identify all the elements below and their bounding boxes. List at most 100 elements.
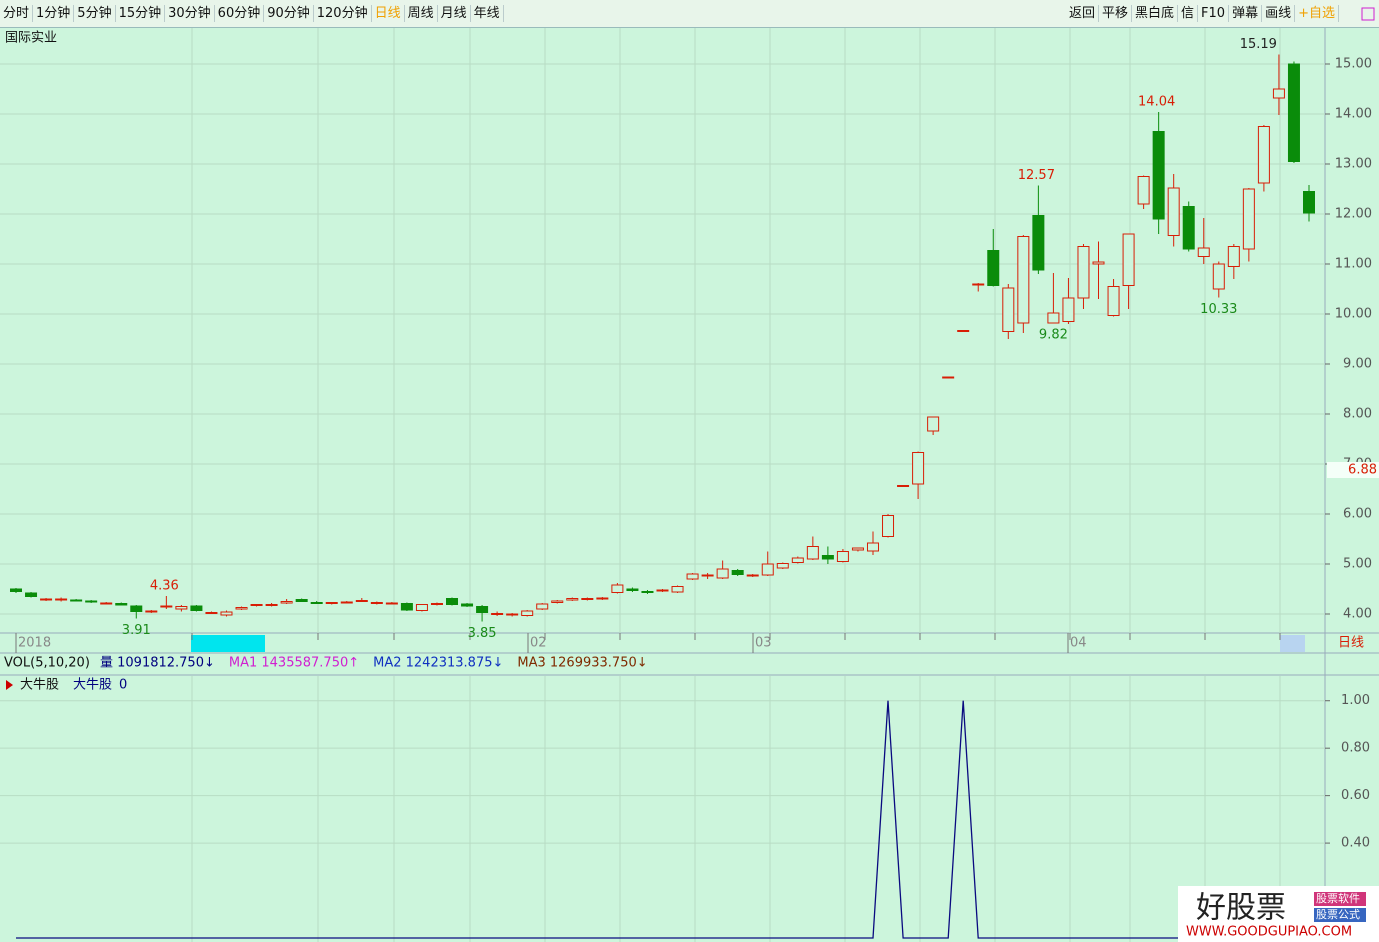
candle-body <box>130 605 143 612</box>
candle-body <box>340 601 353 604</box>
toolbar-button[interactable]: 年线 <box>471 5 504 22</box>
low-label: 10.33 <box>1200 302 1237 317</box>
candle-body <box>1047 312 1060 324</box>
candle-body <box>1107 286 1120 316</box>
candle-body <box>566 598 579 601</box>
candle-body <box>1017 236 1030 324</box>
candle-body <box>1182 206 1195 250</box>
candle-body <box>476 606 489 613</box>
toolbar-button[interactable]: +自选 <box>1295 5 1339 22</box>
candle-body <box>250 604 263 606</box>
candle-body <box>927 416 940 432</box>
toolbar-button[interactable]: 30分钟 <box>165 5 215 22</box>
candle-body <box>536 603 549 610</box>
candle-body <box>596 597 609 600</box>
candle-body <box>70 599 83 602</box>
candle-body <box>521 610 534 616</box>
candle-body <box>806 546 819 560</box>
period-label: 日线 <box>1338 636 1364 651</box>
toolbar-button[interactable]: 信 <box>1178 5 1199 22</box>
candle-body <box>506 613 519 616</box>
candle-body <box>1002 287 1015 332</box>
candle-body <box>1242 188 1255 250</box>
candle-body <box>776 563 789 569</box>
tool-buttons: 返回 平移 黑白底信 F10 弹幕 画线 +自选 <box>1066 5 1339 27</box>
indicator-name: 大牛股 <box>73 678 112 693</box>
toolbar-button[interactable]: 日线 <box>372 5 405 22</box>
y-tick-label: 4.00 <box>1343 607 1372 622</box>
date-label: 04 <box>1070 636 1087 651</box>
y-tick-label: 12.00 <box>1335 207 1372 222</box>
toolbar-button[interactable]: 画线 <box>1262 5 1296 22</box>
toolbar-button[interactable]: 月线 <box>438 5 471 22</box>
indicator-icon <box>6 680 13 690</box>
toolbar-button[interactable]: F10 <box>1198 5 1230 22</box>
candle-body <box>1227 246 1240 267</box>
volume-item: MA1 1435587.750↑ <box>229 656 359 671</box>
toolbar-button[interactable]: 弹幕 <box>1229 5 1263 22</box>
candle-body <box>310 602 323 604</box>
candle-body <box>55 598 68 601</box>
candle-body <box>1257 126 1270 184</box>
low-label: 3.85 <box>468 626 497 641</box>
candle-body <box>746 574 759 577</box>
period-tabs: 分时 1分钟 5分钟 15分钟 30分钟 60分钟 90分钟 120分钟 日线 周线 月线 年线 <box>0 5 504 27</box>
watermark-url: WWW.GOODGUPIAO.COM <box>1186 925 1352 940</box>
candle-body <box>430 603 443 605</box>
candle-body <box>836 551 849 562</box>
candle-body <box>160 605 173 608</box>
candle-body <box>656 589 669 592</box>
candle-body <box>446 598 459 605</box>
tag-bg <box>1314 892 1366 906</box>
candle-body <box>581 598 594 600</box>
high-label: 15.19 <box>1240 37 1277 52</box>
candle-body <box>1287 63 1300 162</box>
toolbar-button[interactable]: 15分钟 <box>116 5 166 22</box>
toolbar-button[interactable]: 黑白底 <box>1132 5 1179 22</box>
candle-body <box>641 591 654 593</box>
candle-body <box>1272 88 1285 99</box>
y-tick-label: 0.60 <box>1341 788 1370 803</box>
candle-body <box>175 606 188 610</box>
volume-item: MA3 1269933.750↓ <box>517 656 647 671</box>
chart-title: 国际实业 <box>5 31 57 46</box>
low-label: 9.82 <box>1039 328 1068 343</box>
candle-body <box>671 586 684 593</box>
y-tick-label: 6.00 <box>1343 507 1372 522</box>
high-label: 4.36 <box>150 579 179 594</box>
candle-body <box>220 611 233 616</box>
candle-body <box>115 603 128 606</box>
last-price: 6.88 <box>1348 463 1377 478</box>
corner-box <box>1361 7 1375 21</box>
toolbar-button[interactable]: 平移 <box>1099 5 1132 22</box>
candle-body <box>1167 187 1180 236</box>
candle-body <box>400 603 413 611</box>
toolbar-button[interactable]: 90分钟 <box>264 5 314 22</box>
watermark-tag: 股票公式 <box>1316 908 1360 921</box>
toolbar-button[interactable]: 分时 <box>0 5 34 22</box>
candle-body <box>1062 297 1075 322</box>
toolbar-button[interactable]: 1分钟 <box>33 5 75 22</box>
toolbar-button[interactable]: 返回 <box>1066 5 1099 22</box>
candle-body <box>1137 176 1150 205</box>
tag-bg <box>1314 908 1366 922</box>
toolbar-button[interactable]: 周线 <box>405 5 438 22</box>
toolbar-button[interactable]: 60分钟 <box>215 5 265 22</box>
candle-body <box>1303 191 1315 214</box>
candle-body <box>851 547 864 551</box>
candle-body <box>265 604 278 606</box>
volume-item: 量 1091812.750↓ <box>100 656 215 671</box>
candle-body <box>957 330 970 332</box>
candle-body <box>85 600 98 603</box>
toolbar: 分时 1分钟 5分钟 15分钟 30分钟 60分钟 90分钟 120分钟 日线 周线 月线 年线 返回平… <box>0 0 1379 28</box>
candle-body <box>761 563 774 576</box>
indicator-line <box>16 700 1309 939</box>
y-tick-label: 11.00 <box>1335 257 1372 272</box>
indicator-current: 0 <box>119 678 127 693</box>
toolbar-button[interactable]: 5分钟 <box>74 5 116 22</box>
toolbar-button[interactable]: 120分钟 <box>314 5 372 22</box>
candle-body <box>415 604 428 611</box>
candle-body <box>791 557 804 563</box>
